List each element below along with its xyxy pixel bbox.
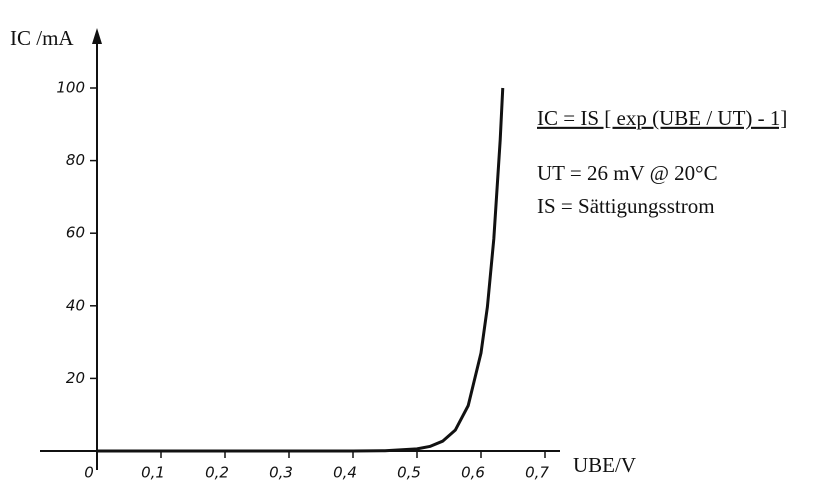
x-tick-label: 0,3 [269,464,293,482]
y-tick-label: 20 [66,369,85,387]
y-tick-label: 60 [66,224,85,242]
y-tick-label: 80 [66,151,85,169]
x-tick-label: 0,7 [525,464,549,482]
y-axis-label: IC /mA [10,26,74,50]
annotation: IS = Sättigungsstrom [537,194,715,218]
formula: IC = IS [ exp (UBE / UT) - 1] [537,106,787,130]
x-tick-label: 0,5 [397,464,421,482]
curve [97,87,505,453]
annotation: UT = 26 mV @ 20°C [537,161,718,185]
y-arrow [92,28,102,44]
x-tick-label: 0,1 [141,464,165,482]
x-tick-label: 0,4 [333,464,357,482]
x-tick-label: 0,2 [205,464,229,482]
x-axis-label: UBE/V [573,453,636,477]
x-tick-label: 0,6 [461,464,485,482]
x-tick-label: 0 [84,464,94,482]
y-tick-label: 100 [56,79,85,97]
y-tick-label: 40 [66,296,85,314]
